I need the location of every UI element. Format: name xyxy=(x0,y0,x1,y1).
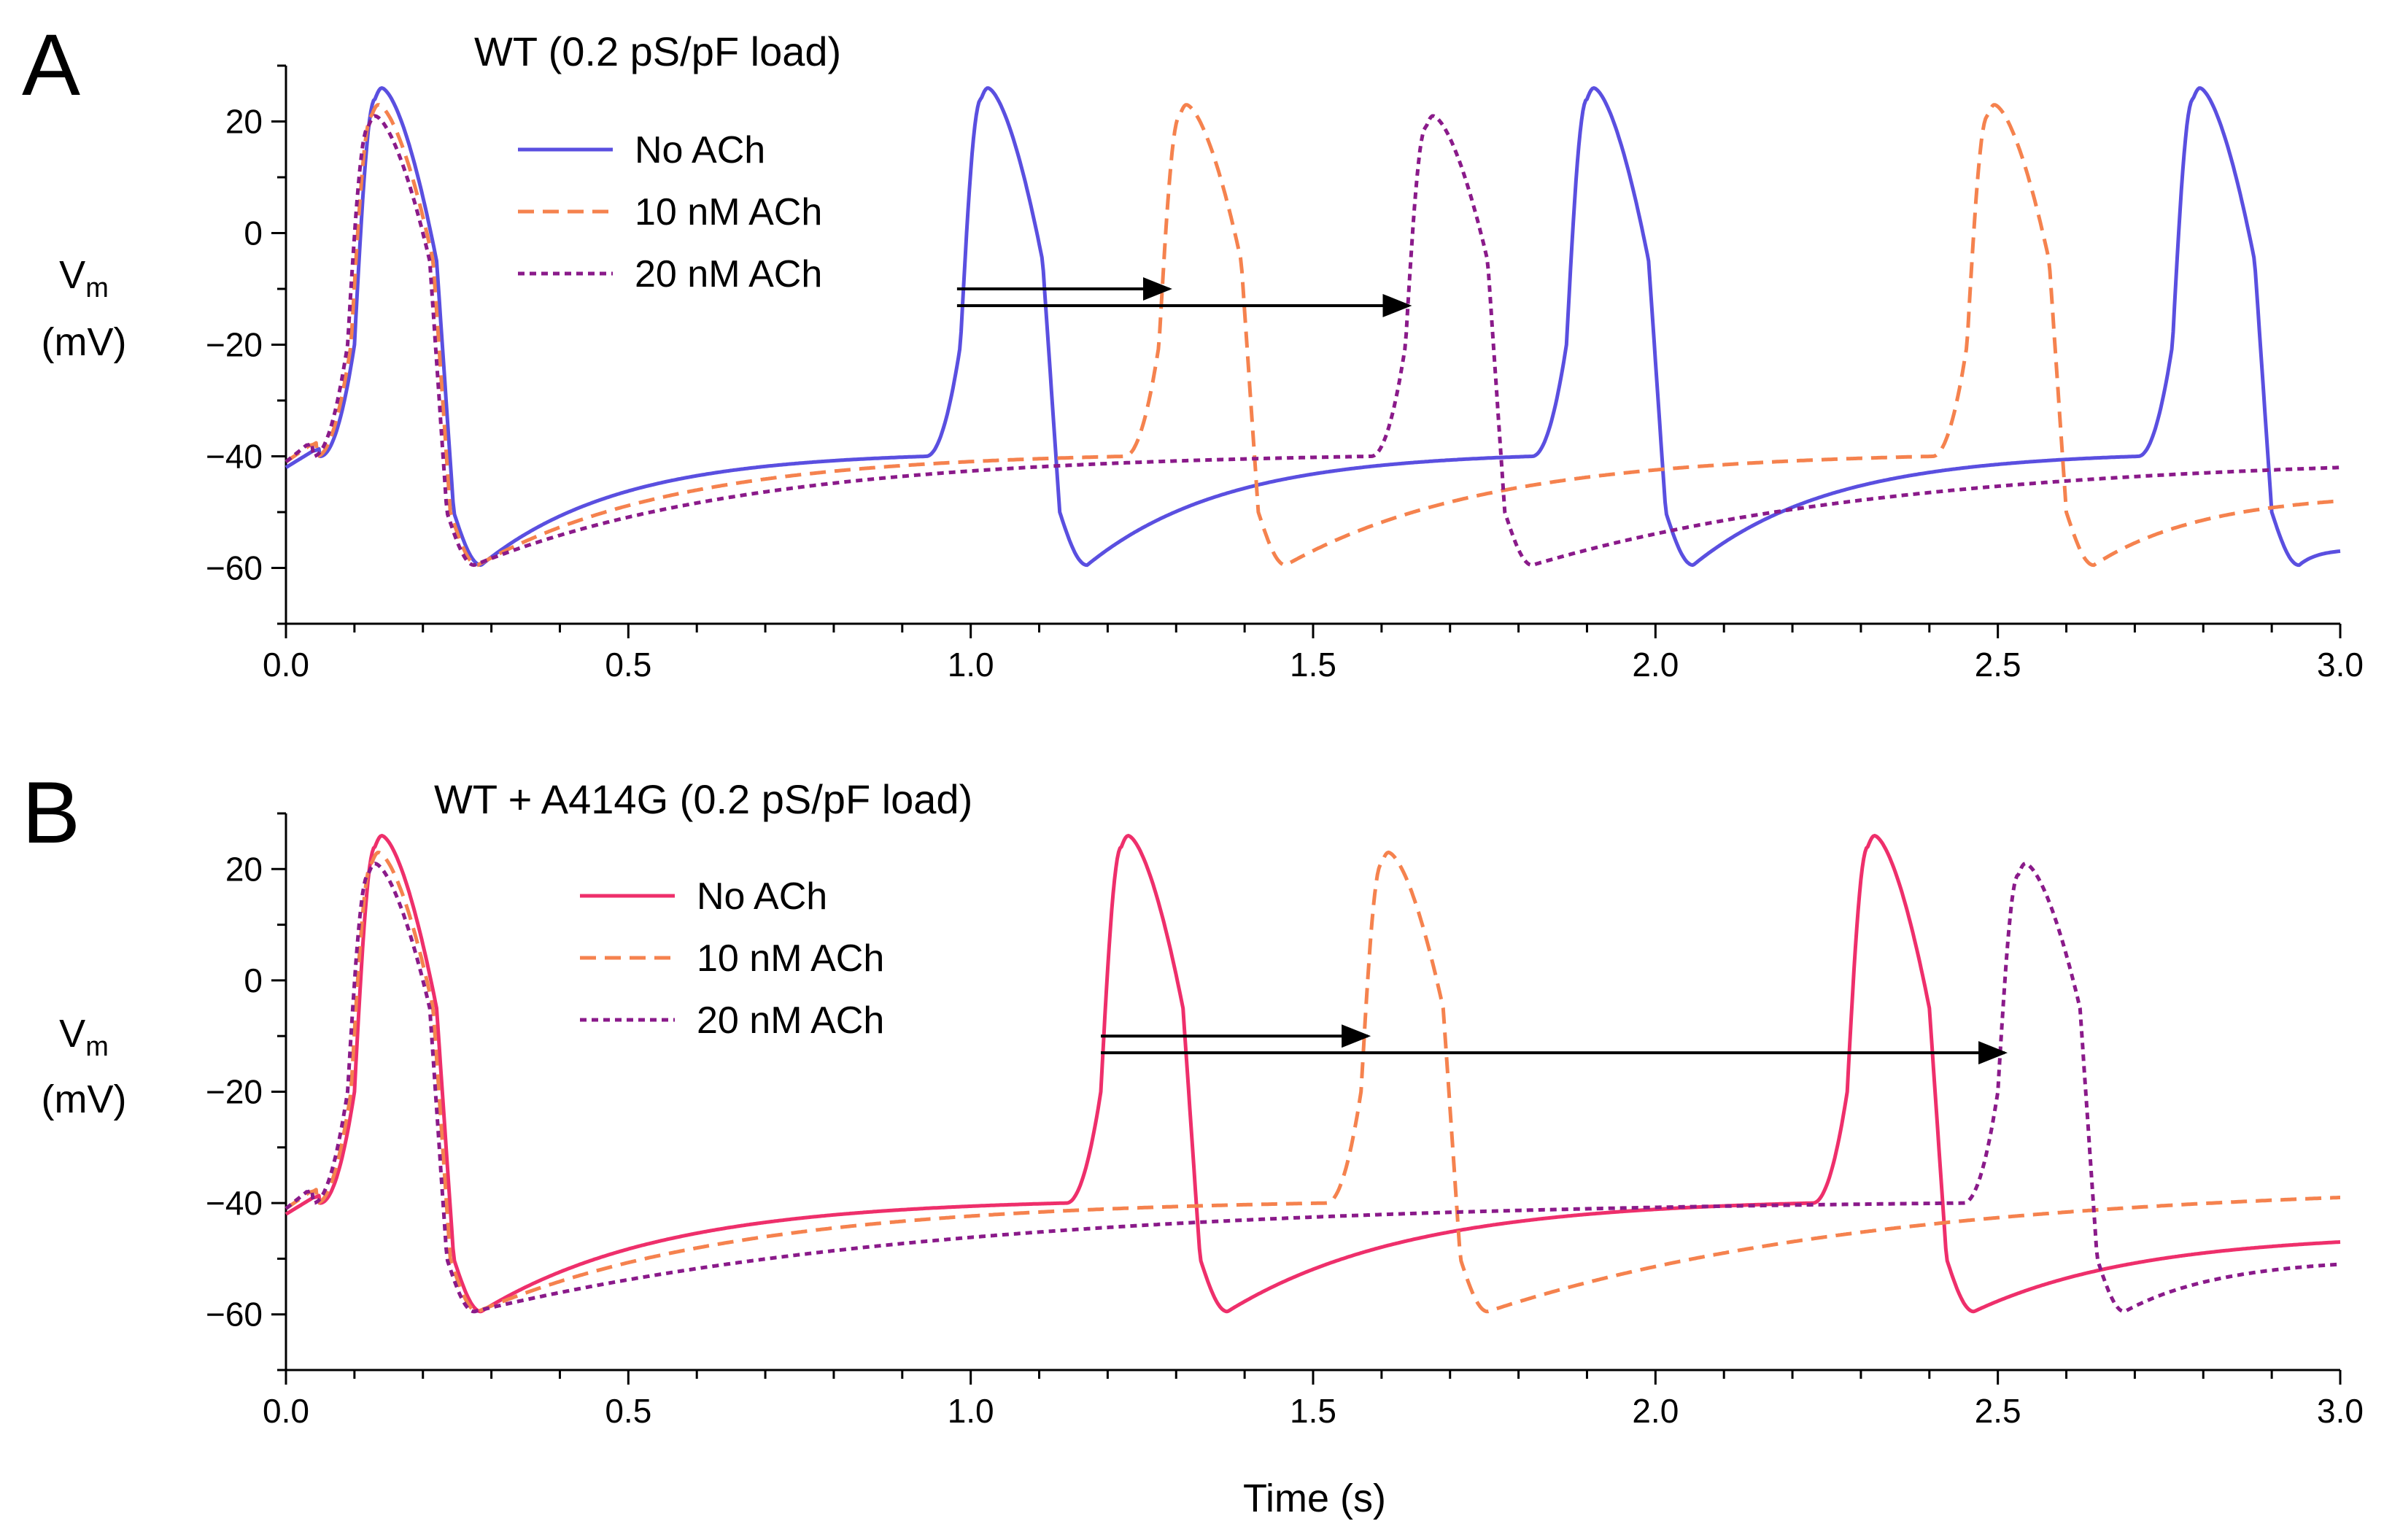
legend-label: No ACh xyxy=(635,129,765,171)
series-line-10-nm-ach xyxy=(285,103,2341,568)
x-tick-label: 2.5 xyxy=(1975,646,2021,684)
legend-label: 10 nM ACh xyxy=(697,937,884,980)
panel-b-ylabel-sub: m xyxy=(85,1032,109,1062)
y-tick-label: −60 xyxy=(206,549,263,587)
x-tick-label: 1.5 xyxy=(1290,1392,1336,1430)
series-line-10-nm-ach xyxy=(285,850,2341,1314)
x-tick-label: 0.0 xyxy=(263,646,309,684)
panel-a-letter: A xyxy=(22,16,80,114)
series-line-no-ach xyxy=(285,86,2341,568)
panel-a-ylabel-unit: (mV) xyxy=(42,320,127,364)
y-tick-label: 0 xyxy=(244,214,263,252)
legend-label: No ACh xyxy=(697,875,827,918)
legend-label: 20 nM ACh xyxy=(697,999,884,1042)
panel-b-title: WT + A414G (0.2 pS/pF load) xyxy=(434,776,972,822)
panel-b-legend: No ACh 10 nM ACh 20 nM ACh xyxy=(580,875,884,1042)
x-tick-label: 2.5 xyxy=(1975,1392,2021,1430)
y-tick-label: −40 xyxy=(206,1184,263,1222)
panel-a-ylabel-v: V xyxy=(59,253,85,297)
y-tick-label: −20 xyxy=(206,326,263,364)
panel-a-title: WT (0.2 pS/pF load) xyxy=(474,28,841,74)
x-tick-label: 2.0 xyxy=(1632,1392,1679,1430)
series-line-20-nm-ach xyxy=(285,862,2341,1314)
legend-label: 10 nM ACh xyxy=(635,191,822,233)
legend-label: 20 nM ACh xyxy=(635,253,822,295)
x-tick-label: 3.0 xyxy=(2317,646,2364,684)
y-tick-label: 0 xyxy=(244,961,263,999)
panel-b: B WT + A414G (0.2 pS/pF load) Vm (mV) −6… xyxy=(22,764,2364,1430)
x-tick-label: 0.5 xyxy=(605,646,651,684)
series-line-20-nm-ach xyxy=(285,114,2341,568)
panel-a-ylabel: Vm xyxy=(59,253,109,303)
panel-a-plot-area: −60 −40 −20 0 20 0.0 0.5 1.0 1.5 2.0 2.5 3.0 xyxy=(206,64,2364,684)
panel-b-letter: B xyxy=(22,764,80,862)
x-tick-label: 1.0 xyxy=(948,646,994,684)
panel-b-ylabel-unit: (mV) xyxy=(42,1077,127,1121)
y-tick-label: −40 xyxy=(206,438,263,476)
y-tick-label: 20 xyxy=(225,103,263,141)
panel-b-ylabel: Vm xyxy=(59,1012,109,1062)
x-tick-label: 1.5 xyxy=(1290,646,1336,684)
panel-b-plot-area: −60 −40 −20 0 20 0.0 0.5 1.0 1.5 2.0 2.5 3.0 xyxy=(206,812,2364,1430)
x-tick-label: 0.5 xyxy=(605,1392,651,1430)
series-line-no-ach xyxy=(285,834,2341,1314)
x-tick-label: 1.0 xyxy=(948,1392,994,1430)
panel-a-ylabel-sub: m xyxy=(85,273,109,303)
x-tick-label: 0.0 xyxy=(263,1392,309,1430)
y-tick-label: −60 xyxy=(206,1296,263,1334)
y-tick-label: 20 xyxy=(225,850,263,888)
x-tick-label: 3.0 xyxy=(2317,1392,2364,1430)
shared-x-axis-title: Time (s) xyxy=(1243,1477,1386,1520)
panel-a: A WT (0.2 pS/pF load) Vm (mV) −60 −40 −20 0… xyxy=(22,16,2364,684)
panel-a-legend: No ACh 10 nM ACh 20 nM ACh xyxy=(518,129,822,295)
x-tick-label: 2.0 xyxy=(1632,646,1679,684)
panel-b-ylabel-v: V xyxy=(59,1012,85,1056)
y-tick-label: −20 xyxy=(206,1073,263,1111)
